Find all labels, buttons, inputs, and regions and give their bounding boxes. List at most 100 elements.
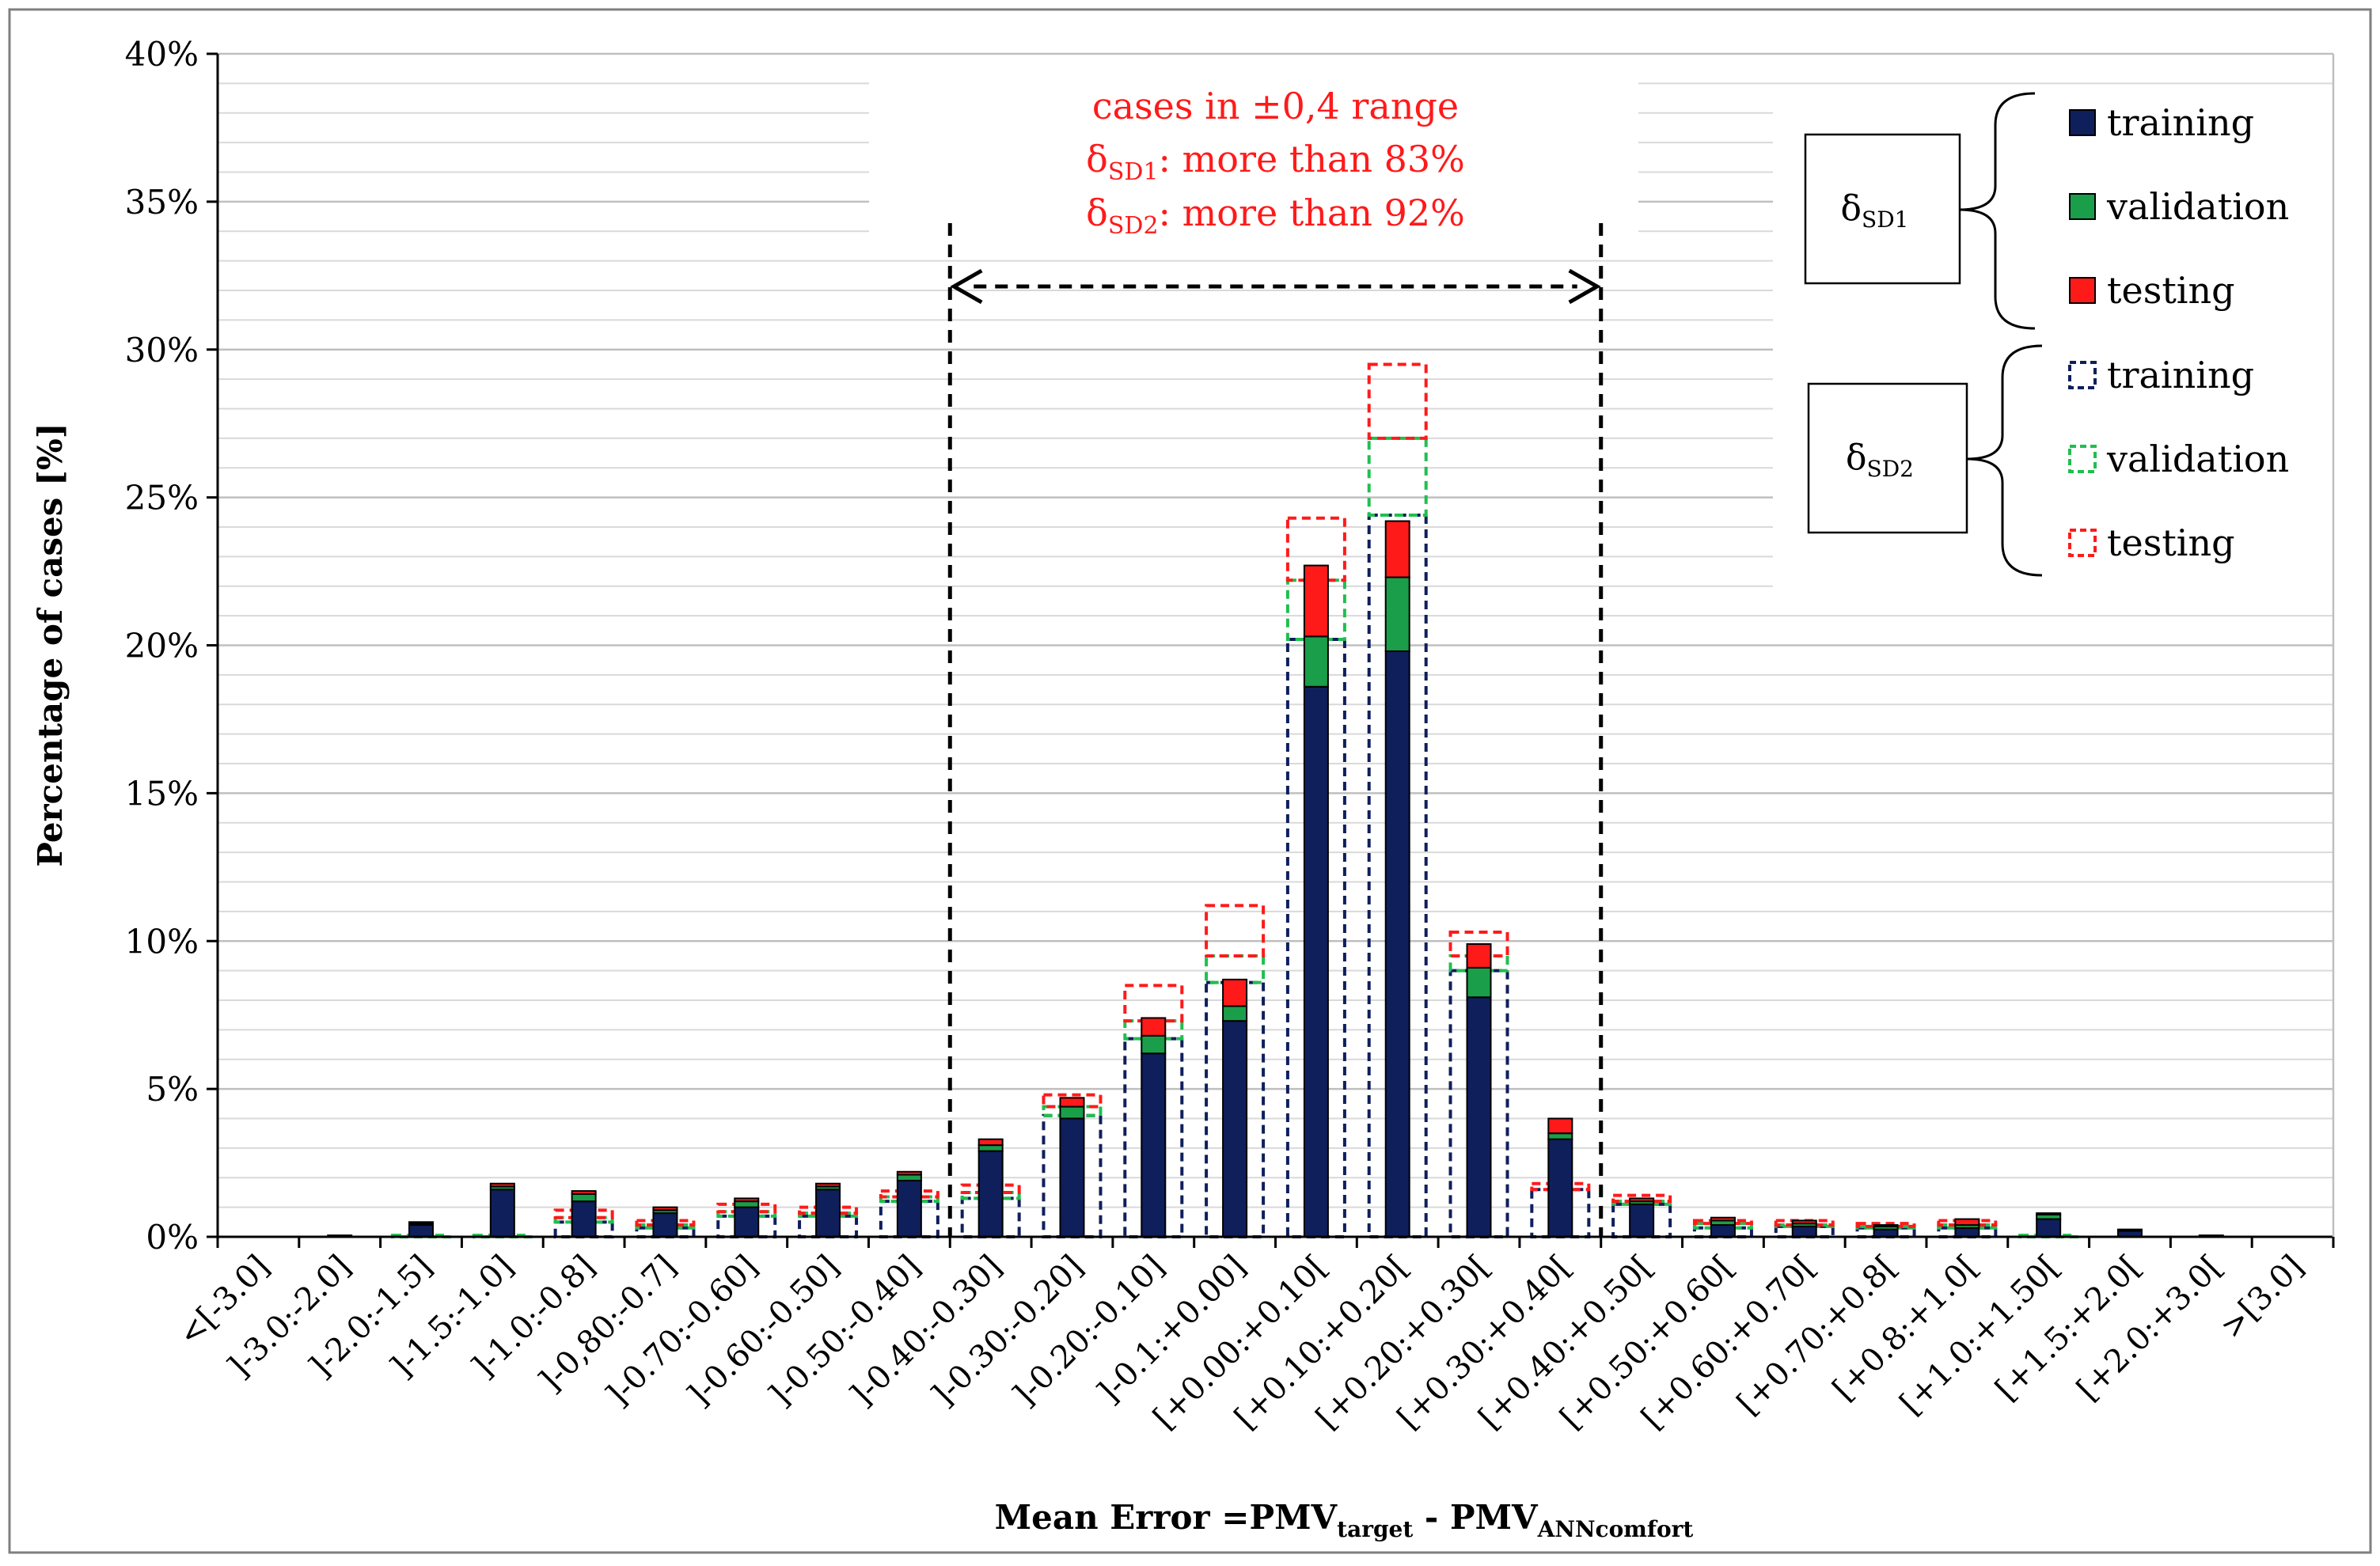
y-tick-label: 30% <box>125 331 199 370</box>
legend: δSD1δSD2trainingvalidationtestingtrainin… <box>1804 92 2289 577</box>
bar-solid-testing-9 <box>977 1138 1004 1147</box>
y-tick-label: 15% <box>125 774 199 813</box>
bar-solid-training-2 <box>408 1224 435 1238</box>
y-tick-label: 20% <box>125 627 199 665</box>
y-axis-label: Percentage of cases [%] <box>31 423 70 866</box>
x-axis-label-middle: - PMV <box>1413 1498 1539 1537</box>
bar-solid-testing-14 <box>1384 520 1410 578</box>
bar-solid-testing-11 <box>1141 1017 1167 1037</box>
annotation-line2-sub: SD1 <box>1108 158 1159 186</box>
bar-dashed-testing-15 <box>1448 931 1509 957</box>
bar-solid-testing-20 <box>1873 1224 1899 1227</box>
bar-solid-validation-9 <box>977 1144 1004 1152</box>
bar-solid-training-9 <box>977 1150 1004 1238</box>
bar-solid-validation-13 <box>1303 635 1329 688</box>
annotation-line3-sub: SD2 <box>1108 212 1159 240</box>
bar-solid-testing-16 <box>1547 1117 1573 1135</box>
bar-solid-training-3 <box>489 1189 515 1238</box>
bar-solid-testing-7 <box>815 1182 841 1188</box>
bar-solid-training-8 <box>896 1179 922 1238</box>
bar-solid-testing-3 <box>489 1182 515 1188</box>
bar-solid-validation-4 <box>571 1193 597 1203</box>
legend-group2-box <box>1807 382 1968 534</box>
y-tick-label: 5% <box>146 1070 199 1109</box>
bar-solid-validation-8 <box>896 1174 922 1181</box>
y-tick-label: 10% <box>125 922 199 961</box>
bar-solid-training-4 <box>571 1200 597 1238</box>
bar-solid-training-11 <box>1141 1052 1167 1238</box>
bar-solid-validation-12 <box>1222 1005 1248 1022</box>
bar-solid-training-15 <box>1466 996 1492 1238</box>
bar-solid-testing-2 <box>408 1221 435 1225</box>
bar-solid-testing-13 <box>1303 564 1329 638</box>
bar-solid-testing-15 <box>1466 942 1492 969</box>
bar-solid-testing-12 <box>1222 978 1248 1007</box>
legend-label-solid-training: training <box>2107 101 2254 144</box>
bar-solid-testing-5 <box>652 1206 678 1211</box>
legend-swatch-dashed-validation <box>2068 445 2097 473</box>
bar-dashed-testing-12 <box>1205 904 1266 957</box>
legend-swatch-dashed-training <box>2068 361 2097 389</box>
x-axis-label: Mean Error =PMVtarget - PMVANNcomfort <box>995 1498 1694 1542</box>
bar-solid-testing-18 <box>1710 1216 1736 1222</box>
bar-solid-testing-8 <box>896 1170 922 1176</box>
bar-solid-training-14 <box>1384 650 1410 1238</box>
bar-solid-testing-23 <box>2116 1228 2143 1232</box>
legend-group2-label-prefix: δ <box>1846 438 1867 478</box>
legend-label-dashed-validation: validation <box>2106 438 2289 480</box>
bar-solid-validation-16 <box>1547 1132 1573 1140</box>
bar-solid-training-19 <box>1791 1225 1817 1238</box>
y-tick-label: 25% <box>125 479 199 518</box>
bar-solid-validation-14 <box>1384 576 1410 652</box>
bar-solid-validation-6 <box>734 1200 760 1208</box>
legend-brace-group1 <box>1959 92 2036 330</box>
annotation-line1: cases in ±0,4 range <box>1092 85 1459 127</box>
bar-solid-testing-17 <box>1629 1197 1655 1203</box>
annotation-line2-prefix: δ <box>1086 138 1108 180</box>
annotation-line3: δSD2: more than 92% <box>1086 191 1465 240</box>
bar-solid-testing-6 <box>734 1197 760 1203</box>
bar-solid-validation-15 <box>1466 966 1492 999</box>
annotation-text-background <box>869 75 1638 241</box>
annotation-line2: δSD1: more than 83% <box>1086 138 1465 186</box>
bar-solid-testing-10 <box>1059 1097 1085 1108</box>
bar-solid-testing-22 <box>2036 1212 2062 1215</box>
bar-solid-training-13 <box>1303 685 1329 1238</box>
bar-solid-training-17 <box>1629 1203 1655 1238</box>
bar-solid-training-18 <box>1710 1224 1736 1238</box>
bar-solid-testing-19 <box>1791 1219 1817 1225</box>
legend-swatch-solid-training <box>2069 109 2096 136</box>
legend-label-dashed-training: training <box>2107 354 2254 396</box>
legend-swatch-solid-testing <box>2069 277 2096 304</box>
y-tick-label: 35% <box>125 183 199 222</box>
bar-solid-training-12 <box>1222 1020 1248 1238</box>
bar-solid-training-7 <box>815 1189 841 1238</box>
range-arrow-head-right <box>1568 268 1601 305</box>
legend-swatch-dashed-testing <box>2068 529 2097 557</box>
legend-label-dashed-testing: testing <box>2107 521 2235 564</box>
bar-solid-training-22 <box>2036 1218 2062 1238</box>
bar-solid-validation-10 <box>1059 1105 1085 1120</box>
legend-swatch-solid-validation <box>2069 193 2096 220</box>
legend-label-solid-validation: validation <box>2106 185 2289 228</box>
y-tick-label: 0% <box>146 1218 199 1257</box>
legend-group2-label-sub: SD2 <box>1867 456 1914 482</box>
legend-brace-group2 <box>1966 344 2043 577</box>
bar-solid-training-21 <box>1954 1227 1980 1238</box>
x-axis-label-sub2: ANNcomfort <box>1537 1516 1694 1542</box>
annotation-line3-suffix: : more than 92% <box>1159 191 1465 234</box>
bar-solid-validation-11 <box>1141 1034 1167 1055</box>
y-tick-label: 40% <box>125 35 199 74</box>
bar-solid-training-6 <box>734 1206 760 1238</box>
legend-label-solid-testing: testing <box>2107 269 2235 312</box>
bar-solid-training-16 <box>1547 1138 1573 1238</box>
legend-group1-label-sub: SD1 <box>1862 207 1908 233</box>
bar-solid-training-10 <box>1059 1117 1085 1238</box>
bar-solid-testing-21 <box>1954 1218 1980 1227</box>
annotation-line3-prefix: δ <box>1086 191 1108 234</box>
x-axis-label-sub1: target <box>1337 1516 1413 1542</box>
x-axis-label-prefix: Mean Error =PMV <box>995 1498 1338 1537</box>
